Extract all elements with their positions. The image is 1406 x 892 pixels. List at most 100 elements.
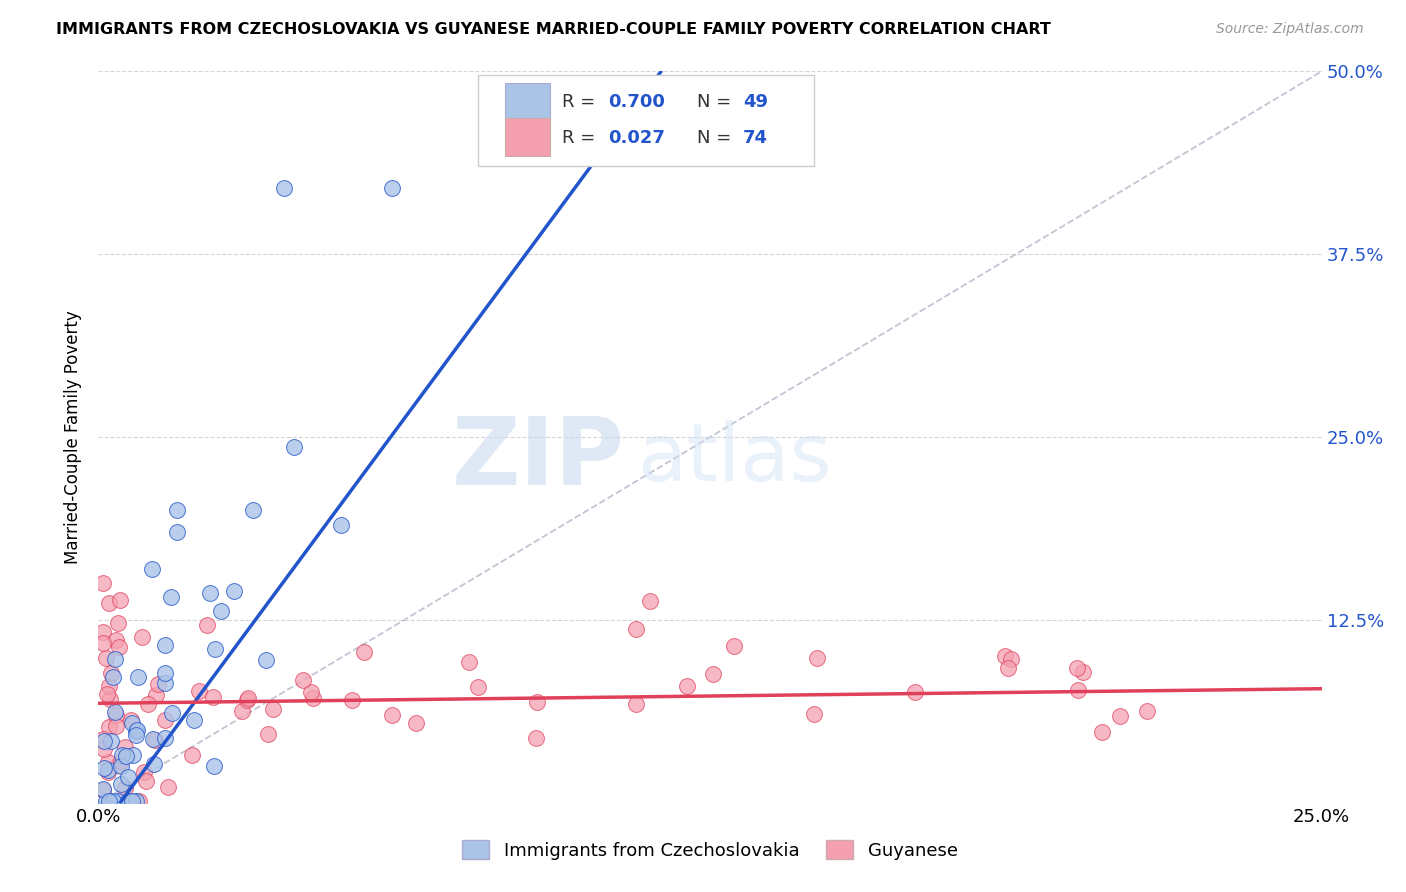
Text: IMMIGRANTS FROM CZECHOSLOVAKIA VS GUYANESE MARRIED-COUPLE FAMILY POVERTY CORRELA: IMMIGRANTS FROM CZECHOSLOVAKIA VS GUYANE… <box>56 22 1052 37</box>
Text: N =: N = <box>696 93 737 112</box>
Text: ZIP: ZIP <box>451 413 624 505</box>
Point <box>524 731 547 746</box>
Point <box>146 677 169 691</box>
Point <box>292 673 315 688</box>
Point <box>153 731 176 746</box>
Point <box>1135 704 1157 718</box>
Point <box>97 763 120 777</box>
Point <box>188 684 211 698</box>
Point <box>195 617 218 632</box>
Text: 0.027: 0.027 <box>609 129 665 147</box>
Point <box>91 781 114 796</box>
Point <box>107 757 129 772</box>
Point <box>458 655 481 669</box>
Text: 0.700: 0.700 <box>609 93 665 112</box>
Point <box>135 774 157 789</box>
Point <box>153 714 176 728</box>
Point <box>108 593 131 607</box>
Point <box>156 780 179 795</box>
Point <box>97 765 120 780</box>
Text: atlas: atlas <box>637 420 831 498</box>
Point <box>526 695 548 709</box>
Point <box>101 794 124 808</box>
Point <box>114 740 136 755</box>
Point <box>93 761 115 775</box>
Point <box>231 704 253 718</box>
Y-axis label: Married-Couple Family Poverty: Married-Couple Family Poverty <box>65 310 83 564</box>
Point <box>166 525 188 540</box>
Point <box>125 723 148 737</box>
Point <box>330 517 353 532</box>
Point <box>100 734 122 748</box>
Point <box>904 685 927 699</box>
Point <box>283 440 305 454</box>
Point <box>93 734 115 748</box>
Point <box>117 770 139 784</box>
Point <box>91 731 114 746</box>
Point <box>115 749 138 764</box>
Point <box>110 754 132 768</box>
Point <box>638 593 661 607</box>
Point <box>340 693 363 707</box>
Point <box>107 640 129 654</box>
Point <box>235 692 257 706</box>
Point <box>155 638 177 652</box>
Point <box>254 653 277 667</box>
Point <box>803 706 825 721</box>
Point <box>405 715 427 730</box>
Point <box>107 615 129 630</box>
Point <box>273 181 295 195</box>
Text: R =: R = <box>562 129 600 147</box>
Point <box>122 747 145 762</box>
Point <box>110 758 132 772</box>
Point <box>121 716 143 731</box>
Point <box>1108 708 1130 723</box>
Point <box>160 590 183 604</box>
FancyBboxPatch shape <box>505 83 550 121</box>
Point <box>125 794 148 808</box>
Text: 74: 74 <box>742 129 768 147</box>
Point <box>97 596 120 610</box>
Point <box>262 702 284 716</box>
Point <box>994 649 1017 664</box>
Point <box>105 633 128 648</box>
Point <box>153 675 176 690</box>
Point <box>467 680 489 694</box>
Legend: Immigrants from Czechoslovakia, Guyanese: Immigrants from Czechoslovakia, Guyanese <box>456 833 965 867</box>
Point <box>302 691 325 706</box>
Point <box>702 667 724 681</box>
Point <box>209 604 232 618</box>
Point <box>160 706 183 720</box>
Point <box>114 780 136 795</box>
Point <box>997 661 1019 675</box>
Point <box>127 670 149 684</box>
Point <box>143 733 166 747</box>
Point <box>97 794 120 808</box>
Point <box>136 698 159 712</box>
Point <box>723 640 745 654</box>
Point <box>1091 725 1114 739</box>
Point <box>153 666 176 681</box>
Point <box>91 782 114 797</box>
Point <box>128 794 150 808</box>
Point <box>166 503 188 517</box>
Point <box>131 630 153 644</box>
Point <box>91 636 114 650</box>
Point <box>200 586 222 600</box>
Point <box>257 727 280 741</box>
Point <box>1066 661 1088 675</box>
Point <box>145 689 167 703</box>
Point <box>676 679 699 693</box>
Text: N =: N = <box>696 129 737 147</box>
Point <box>204 642 226 657</box>
Point <box>242 503 264 517</box>
Point <box>107 794 129 808</box>
Point <box>381 708 404 723</box>
Point <box>143 756 166 771</box>
Point <box>125 723 148 738</box>
Point <box>381 181 404 195</box>
Point <box>202 758 225 772</box>
Point <box>96 687 118 701</box>
Point <box>299 685 322 699</box>
Point <box>183 713 205 727</box>
